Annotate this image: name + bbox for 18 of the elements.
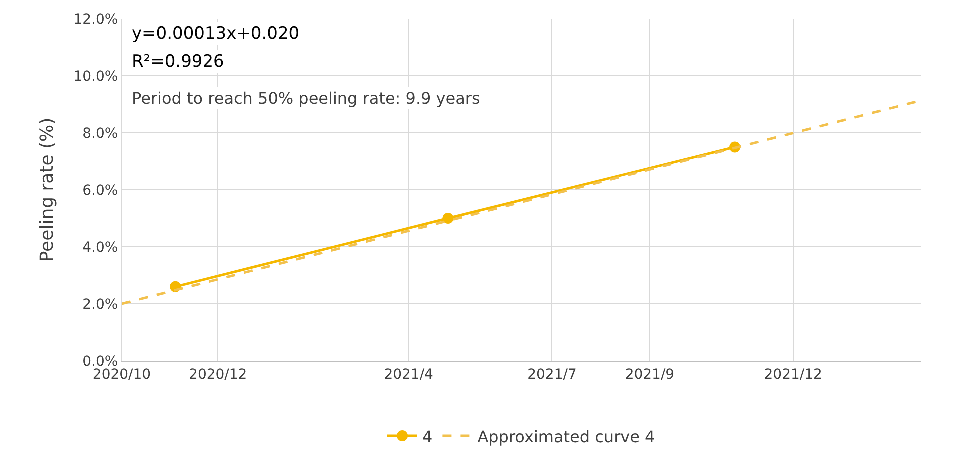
annotation: R²=0.9926 [132,52,224,72]
y-axis-title: Peeling rate (%) [36,118,58,262]
x-tick-label: 2021/4 [384,366,434,383]
y-tick-label: 6.0% [82,182,118,199]
annotation: Period to reach 50% peeling rate: 9.9 years [132,89,480,108]
x-tick-label: 2021/9 [625,366,675,383]
y-tick-label: 8.0% [82,126,118,142]
x-tick-label: 2021/12 [764,366,822,383]
legend-label: Approximated curve 4 [478,427,656,446]
annotation: y=0.00013x+0.020 [132,24,300,44]
y-tick-label: 10.0% [74,68,118,85]
y-tick-label: 4.0% [82,240,118,256]
y-tick-label: 2.0% [82,296,118,313]
x-tick-label: 2020/12 [189,366,248,383]
legend-label: 4 [422,427,433,446]
point [442,213,454,224]
y-tick-label: 12.0% [74,12,118,28]
x-tick-label: 2021/7 [528,366,577,383]
